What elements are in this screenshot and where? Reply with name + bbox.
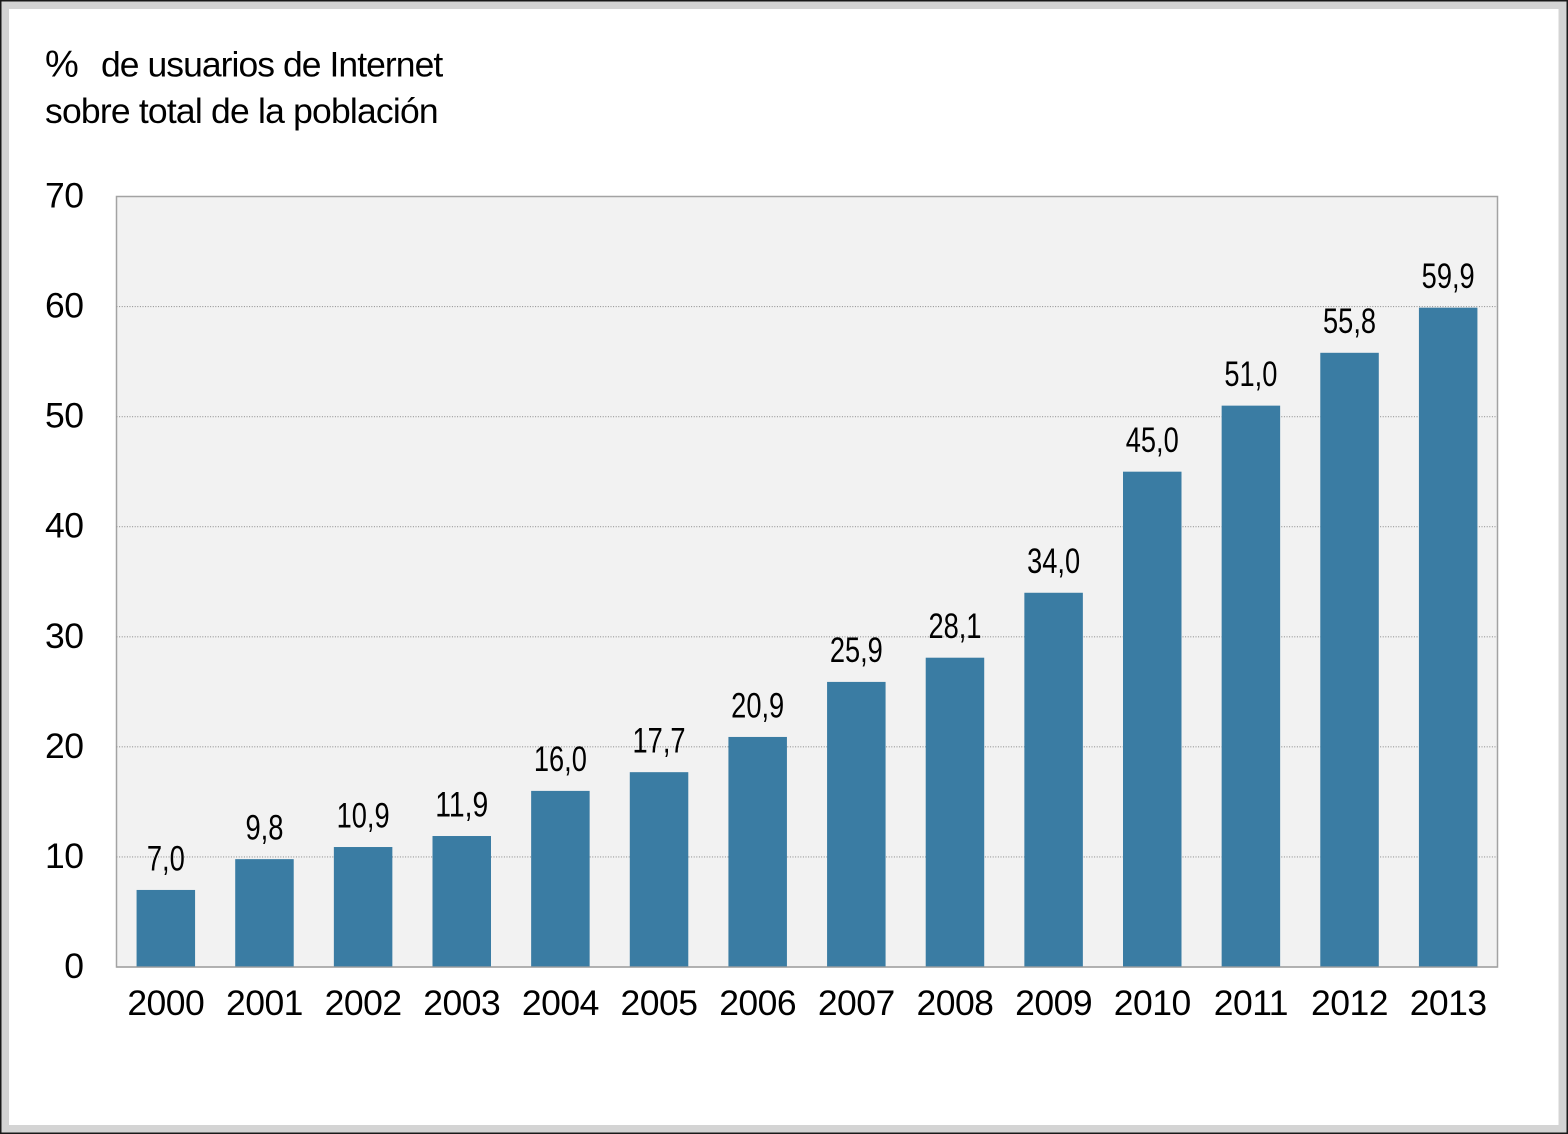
svg-text:30: 30 xyxy=(45,616,84,656)
svg-text:60: 60 xyxy=(45,286,84,326)
svg-text:59,9: 59,9 xyxy=(1422,256,1475,296)
svg-text:2011: 2011 xyxy=(1214,983,1288,1023)
svg-text:2006: 2006 xyxy=(719,983,796,1023)
svg-text:45,0: 45,0 xyxy=(1126,420,1179,460)
svg-text:51,0: 51,0 xyxy=(1224,354,1277,394)
svg-text:%: % xyxy=(45,44,79,86)
svg-text:17,7: 17,7 xyxy=(633,720,686,760)
svg-text:2005: 2005 xyxy=(621,983,698,1023)
svg-text:10,9: 10,9 xyxy=(337,795,390,835)
svg-text:25,9: 25,9 xyxy=(830,630,883,670)
svg-text:16,0: 16,0 xyxy=(534,739,587,779)
svg-text:2013: 2013 xyxy=(1410,983,1487,1023)
svg-text:2003: 2003 xyxy=(423,983,500,1023)
svg-text:sobre total de la población: sobre total de la población xyxy=(45,91,438,131)
svg-text:de usuarios de Internet: de usuarios de Internet xyxy=(101,45,443,85)
svg-text:50: 50 xyxy=(45,396,84,436)
svg-text:7,0: 7,0 xyxy=(147,838,185,878)
svg-text:34,0: 34,0 xyxy=(1027,541,1080,581)
svg-text:2009: 2009 xyxy=(1015,983,1092,1023)
svg-text:28,1: 28,1 xyxy=(928,606,981,646)
svg-text:2012: 2012 xyxy=(1311,983,1388,1023)
svg-text:55,8: 55,8 xyxy=(1323,301,1376,341)
svg-text:2001: 2001 xyxy=(226,983,303,1023)
svg-text:0: 0 xyxy=(64,946,83,986)
svg-text:9,8: 9,8 xyxy=(245,807,283,847)
svg-text:2010: 2010 xyxy=(1114,983,1191,1023)
svg-text:2004: 2004 xyxy=(522,983,599,1023)
svg-text:2008: 2008 xyxy=(916,983,993,1023)
svg-text:70: 70 xyxy=(45,176,84,216)
svg-text:11,9: 11,9 xyxy=(435,784,488,824)
svg-text:2000: 2000 xyxy=(127,983,204,1023)
svg-text:2002: 2002 xyxy=(325,983,402,1023)
svg-text:40: 40 xyxy=(45,506,84,546)
svg-text:20,9: 20,9 xyxy=(731,685,784,725)
svg-text:20: 20 xyxy=(45,726,84,766)
svg-text:10: 10 xyxy=(45,836,84,876)
svg-text:2007: 2007 xyxy=(818,983,895,1023)
